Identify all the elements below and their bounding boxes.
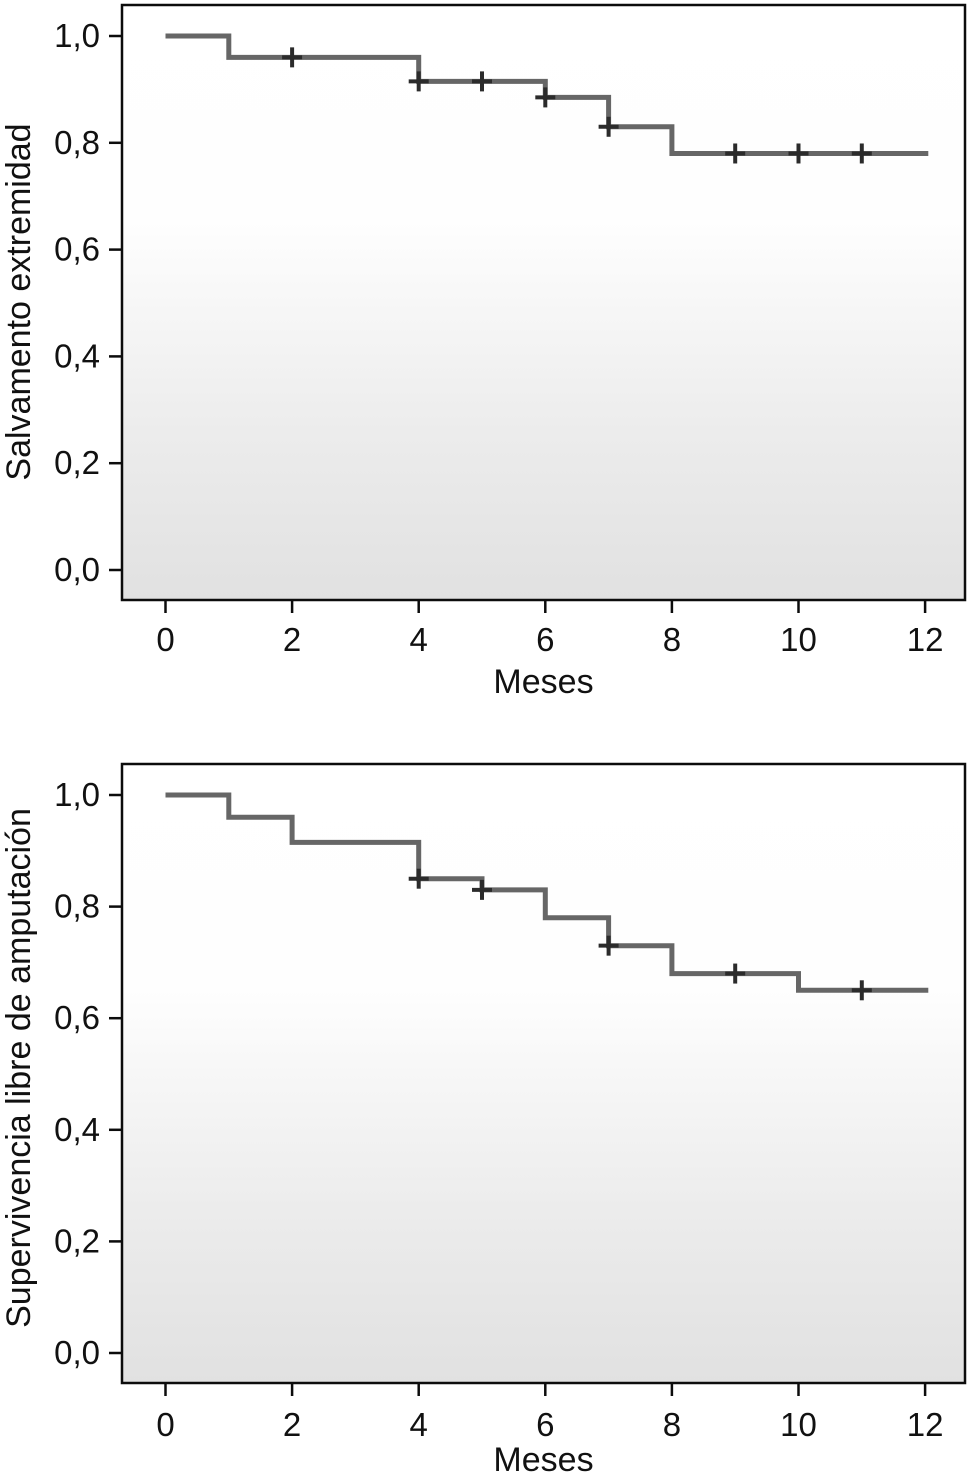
censor-mark: [851, 143, 872, 164]
censor-mark: [598, 935, 619, 956]
y-axis-tick-label: 0,4: [54, 1111, 100, 1148]
censor-mark: [408, 868, 429, 889]
survival-step-curve: [165, 792, 929, 993]
censor-mark: [851, 980, 872, 1001]
x-axis-tick-label: 10: [780, 1406, 817, 1443]
plot-area: [120, 762, 967, 1385]
y-axis-tick-label: 0,4: [54, 337, 100, 374]
x-axis-tick-label: 8: [663, 1406, 681, 1443]
y-axis-tick-label: 0,6: [54, 999, 100, 1036]
km-chart-amputation-free-survival: 0 2 4 6 8 10 12 1,0 0,8 0,6 0,4 0,2 0,0 Meses Superviv…: [0, 758, 969, 1480]
censor-mark: [408, 71, 429, 92]
x-axis-tick-label: 6: [536, 621, 554, 658]
x-axis-tick-label: 8: [663, 621, 681, 658]
km-chart-amputation-free-survival-svg: 0 2 4 6 8 10 12 1,0 0,8 0,6 0,4 0,2 0,0 Meses Superviv…: [0, 762, 967, 1479]
censor-mark: [472, 879, 492, 900]
x-axis-title: Meses: [493, 1441, 593, 1479]
y-axis-tick-label: 1,0: [54, 776, 100, 813]
censor-mark: [725, 963, 746, 984]
x-axis-tick-label: 6: [536, 1406, 554, 1443]
censor-mark: [725, 143, 746, 164]
y-axis-tick-label: 0,2: [54, 1222, 100, 1259]
y-axis-tick-label: 0,6: [54, 231, 100, 268]
censor-mark: [282, 47, 303, 68]
y-axis-tick-label: 0,8: [54, 888, 100, 925]
km-chart-limb-salvage: 0 2 4 6 8 10 12 1,0 0,8 0,6 0,4 0,2 0,0 Meses Salvamen…: [0, 3, 967, 701]
km-chart-limb-salvage-svg: 0 2 4 6 8 10 12 1,0 0,8 0,6 0,4 0,2 0,0 Meses Salvamen…: [0, 3, 967, 701]
y-axis-tick-label: 0,2: [54, 444, 100, 481]
x-axis-tick-label: 4: [410, 621, 428, 658]
censor-mark: [788, 143, 809, 164]
x-axis-tick-label: 2: [283, 1406, 301, 1443]
x-axis-tick-label: 12: [907, 621, 944, 658]
y-axis-title: Salvamento extremidad: [0, 123, 38, 480]
x-axis-tick-label: 12: [907, 1406, 944, 1443]
x-axis-tick-label: 4: [410, 1406, 428, 1443]
y-axis-tick-label: 0,0: [54, 1334, 100, 1371]
x-axis-title: Meses: [493, 663, 593, 701]
x-axis-tick-label: 0: [156, 1406, 174, 1443]
x-axis-tick-label: 2: [283, 621, 301, 658]
x-axis-tick-label: 10: [780, 621, 817, 658]
y-axis-tick-label: 0,0: [54, 551, 100, 588]
censor-mark: [535, 87, 556, 108]
censor-mark: [598, 116, 619, 137]
y-axis-title: Supervivencia libre de amputación: [0, 808, 38, 1328]
y-axis-tick-label: 1,0: [54, 17, 100, 54]
x-axis-tick-label: 0: [156, 621, 174, 658]
y-axis-tick-label: 0,8: [54, 124, 100, 161]
censor-mark: [472, 71, 492, 92]
